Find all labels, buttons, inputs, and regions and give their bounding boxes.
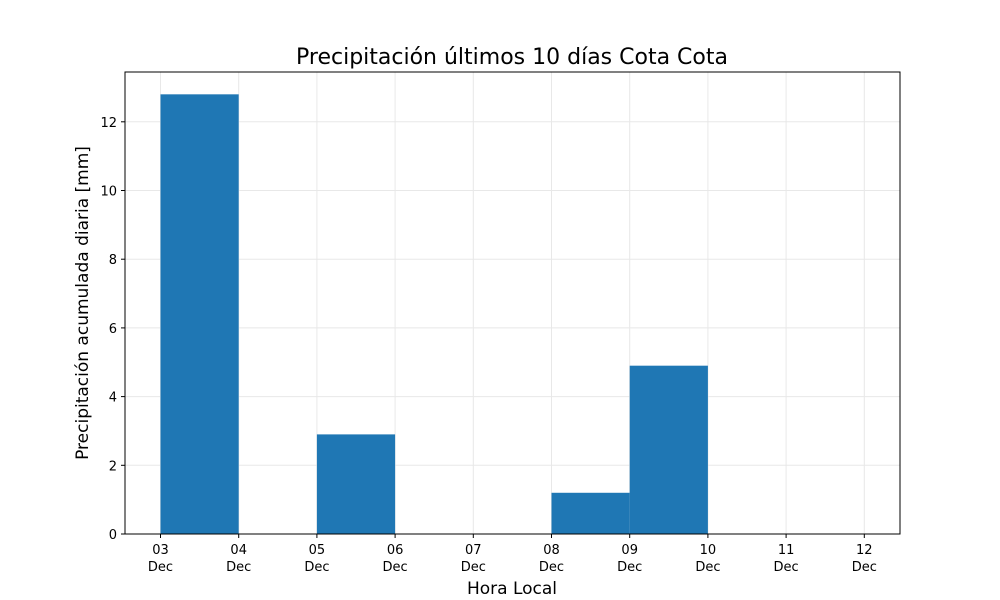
x-tick-day: 11 <box>778 543 795 558</box>
bar-05-dec <box>316 434 396 534</box>
x-tick-month: Dec <box>617 560 642 575</box>
x-tick-month: Dec <box>695 560 720 575</box>
x-tick-month: Dec <box>226 560 251 575</box>
bars <box>160 94 708 534</box>
y-tick-label: 6 <box>109 322 117 337</box>
y-tick-label: 2 <box>109 459 117 474</box>
x-tick-day: 04 <box>230 543 247 558</box>
y-axis-label: Precipitación acumulada diaria [mm] <box>73 146 93 460</box>
x-tick-day: 07 <box>465 543 482 558</box>
x-tick-month: Dec <box>461 560 486 575</box>
y-tick-label: 0 <box>109 528 117 543</box>
y-axis-ticks: 0 2 4 6 8 10 12 <box>100 116 125 543</box>
bar-08-dec <box>551 492 630 534</box>
y-tick-label: 8 <box>109 253 117 268</box>
x-tick-month: Dec <box>304 560 329 575</box>
y-tick-label: 12 <box>100 116 117 131</box>
x-tick-day: 05 <box>309 543 326 558</box>
chart-title: Precipitación últimos 10 días Cota Cota <box>296 45 728 70</box>
x-axis-ticks: 03 Dec 04 Dec 05 Dec 06 Dec 07 Dec 08 Dec 09 Dec 10 Dec… <box>148 534 877 575</box>
x-tick-month: Dec <box>852 560 877 575</box>
x-tick-day: 12 <box>856 543 873 558</box>
x-tick-day: 08 <box>543 543 560 558</box>
grid <box>125 72 900 535</box>
y-tick-label: 10 <box>100 185 117 200</box>
plot-frame <box>124 71 901 535</box>
x-tick-day: 03 <box>152 543 169 558</box>
x-tick-month: Dec <box>148 560 173 575</box>
bar-09-dec <box>629 365 708 534</box>
x-tick-month: Dec <box>774 560 799 575</box>
y-tick-label: 4 <box>109 391 117 406</box>
x-tick-month: Dec <box>539 560 564 575</box>
bar-03-dec <box>160 94 239 534</box>
x-tick-day: 10 <box>700 543 717 558</box>
x-axis-label: Hora Local <box>467 579 557 599</box>
x-tick-day: 09 <box>621 543 638 558</box>
x-tick-month: Dec <box>383 560 408 575</box>
x-tick-day: 06 <box>387 543 404 558</box>
